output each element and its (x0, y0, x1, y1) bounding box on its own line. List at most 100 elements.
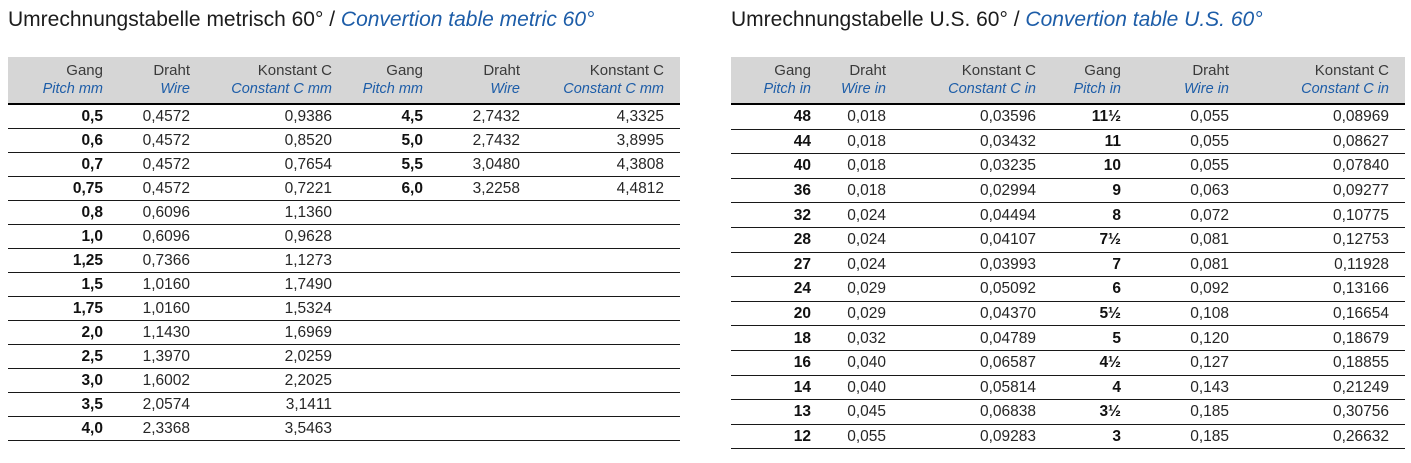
pitch-cell: 11½ (1052, 104, 1137, 130)
header-label-de: Draht (483, 62, 520, 79)
value-cell: 1,3970 (119, 344, 206, 369)
value-cell: 3,8995 (536, 128, 680, 153)
table-row: 1,75 1,0160 1,5324 (8, 296, 680, 321)
value-cell: 0,09283 (902, 424, 1052, 450)
pitch-cell (348, 392, 439, 417)
column-header-konstant-1: Konstant C Constant C in (902, 57, 1052, 105)
title-separator: / (323, 8, 341, 31)
value-cell: 0,09277 (1245, 178, 1405, 204)
value-cell: 0,108 (1137, 301, 1245, 327)
table-row: 28 0,024 0,04107 7½ 0,081 0,12753 (731, 227, 1405, 253)
header-label-en: Constant C in (948, 81, 1036, 97)
header-label-en: Wire (160, 81, 190, 97)
value-cell: 0,03235 (902, 153, 1052, 179)
table-row: 0,6 0,4572 0,8520 5,0 2,7432 3,8995 (8, 128, 680, 153)
value-cell: 0,06838 (902, 399, 1052, 425)
value-cell: 0,4572 (119, 128, 206, 153)
table-row: 32 0,024 0,04494 8 0,072 0,10775 (731, 202, 1405, 228)
value-cell: 0,02994 (902, 178, 1052, 204)
column-header-draht-1: Draht Wire (119, 57, 206, 105)
table-row: 0,75 0,4572 0,7221 6,0 3,2258 4,4812 (8, 176, 680, 201)
table-row: 0,5 0,4572 0,9386 4,5 2,7432 4,3325 (8, 104, 680, 129)
table-row: 27 0,024 0,03993 7 0,081 0,11928 (731, 252, 1405, 278)
value-cell: 0,05092 (902, 276, 1052, 302)
value-cell: 0,26632 (1245, 424, 1405, 450)
value-cell (536, 200, 680, 225)
column-header-gang-1: Gang Pitch in (731, 57, 827, 105)
pitch-cell: 24 (731, 276, 827, 302)
value-cell: 0,6096 (119, 200, 206, 225)
pitch-cell: 13 (731, 399, 827, 425)
value-cell: 0,03596 (902, 104, 1052, 130)
header-label-de: Konstant C (1314, 62, 1389, 79)
value-cell: 0,029 (827, 301, 902, 327)
column-header-konstant-2: Konstant C Constant C in (1245, 57, 1405, 105)
pitch-cell: 20 (731, 301, 827, 327)
value-cell: 0,029 (827, 276, 902, 302)
value-cell: 2,0574 (119, 392, 206, 417)
value-cell: 0,04789 (902, 325, 1052, 351)
value-cell (536, 368, 680, 393)
value-cell: 0,7366 (119, 248, 206, 273)
pitch-cell: 0,8 (8, 200, 119, 225)
table-row: 0,8 0,6096 1,1360 (8, 200, 680, 225)
pitch-cell (348, 224, 439, 249)
value-cell: 0,4572 (119, 104, 206, 129)
pitch-cell: 1,0 (8, 224, 119, 249)
pitch-cell: 5 (1052, 325, 1137, 351)
value-cell: 0,143 (1137, 375, 1245, 401)
pitch-cell: 6,0 (348, 176, 439, 201)
table-row: 13 0,045 0,06838 3½ 0,185 0,30756 (731, 399, 1405, 425)
value-cell: 4,4812 (536, 176, 680, 201)
pitch-cell: 5½ (1052, 301, 1137, 327)
table-row: 24 0,029 0,05092 6 0,092 0,13166 (731, 276, 1405, 302)
value-cell: 0,08627 (1245, 129, 1405, 155)
pitch-cell: 16 (731, 350, 827, 376)
table-row: 40 0,018 0,03235 10 0,055 0,07840 (731, 153, 1405, 179)
value-cell: 0,024 (827, 227, 902, 253)
value-cell: 0,081 (1137, 227, 1245, 253)
pitch-cell: 3,5 (8, 392, 119, 417)
header-row: Gang Pitch mm Draht Wire Konstant C Cons… (8, 57, 680, 105)
header-label-en: Pitch in (763, 81, 811, 97)
column-header-gang-1: Gang Pitch mm (8, 57, 119, 105)
value-cell: 0,04107 (902, 227, 1052, 253)
value-cell: 0,21249 (1245, 375, 1405, 401)
value-cell: 0,18855 (1245, 350, 1405, 376)
value-cell: 0,7654 (206, 152, 348, 177)
value-cell: 0,7221 (206, 176, 348, 201)
value-cell: 3,1411 (206, 392, 348, 417)
pitch-cell: 2,5 (8, 344, 119, 369)
header-label-de: Gang (1084, 62, 1121, 79)
table-row: 18 0,032 0,04789 5 0,120 0,18679 (731, 325, 1405, 351)
metric-table-section: Umrechnungstabelle metrisch 60° / Conver… (8, 6, 680, 441)
value-cell (536, 272, 680, 297)
value-cell: 0,055 (1137, 129, 1245, 155)
pitch-cell: 44 (731, 129, 827, 155)
value-cell: 0,03432 (902, 129, 1052, 155)
table-row: 0,7 0,4572 0,7654 5,5 3,0480 4,3808 (8, 152, 680, 177)
pitch-cell: 7½ (1052, 227, 1137, 253)
value-cell: 0,8520 (206, 128, 348, 153)
value-cell: 1,6002 (119, 368, 206, 393)
table-row: 2,5 1,3970 2,0259 (8, 344, 680, 369)
header-label-de: Draht (153, 62, 190, 79)
pitch-cell (348, 344, 439, 369)
title-german: Umrechnungstabelle U.S. 60° (731, 8, 1008, 31)
column-header-draht-2: Draht Wire (439, 57, 536, 105)
value-cell: 0,045 (827, 399, 902, 425)
value-cell: 4,3325 (536, 104, 680, 129)
pitch-cell: 32 (731, 202, 827, 228)
value-cell: 0,13166 (1245, 276, 1405, 302)
pitch-cell: 12 (731, 424, 827, 450)
table-row: 2,0 1,1430 1,6969 (8, 320, 680, 345)
pitch-cell (348, 296, 439, 321)
title-separator: / (1007, 8, 1026, 31)
pitch-cell (348, 200, 439, 225)
value-cell: 3,5463 (206, 416, 348, 441)
value-cell: 0,30756 (1245, 399, 1405, 425)
header-label-de: Konstant C (589, 62, 664, 79)
value-cell: 0,127 (1137, 350, 1245, 376)
value-cell: 0,05814 (902, 375, 1052, 401)
